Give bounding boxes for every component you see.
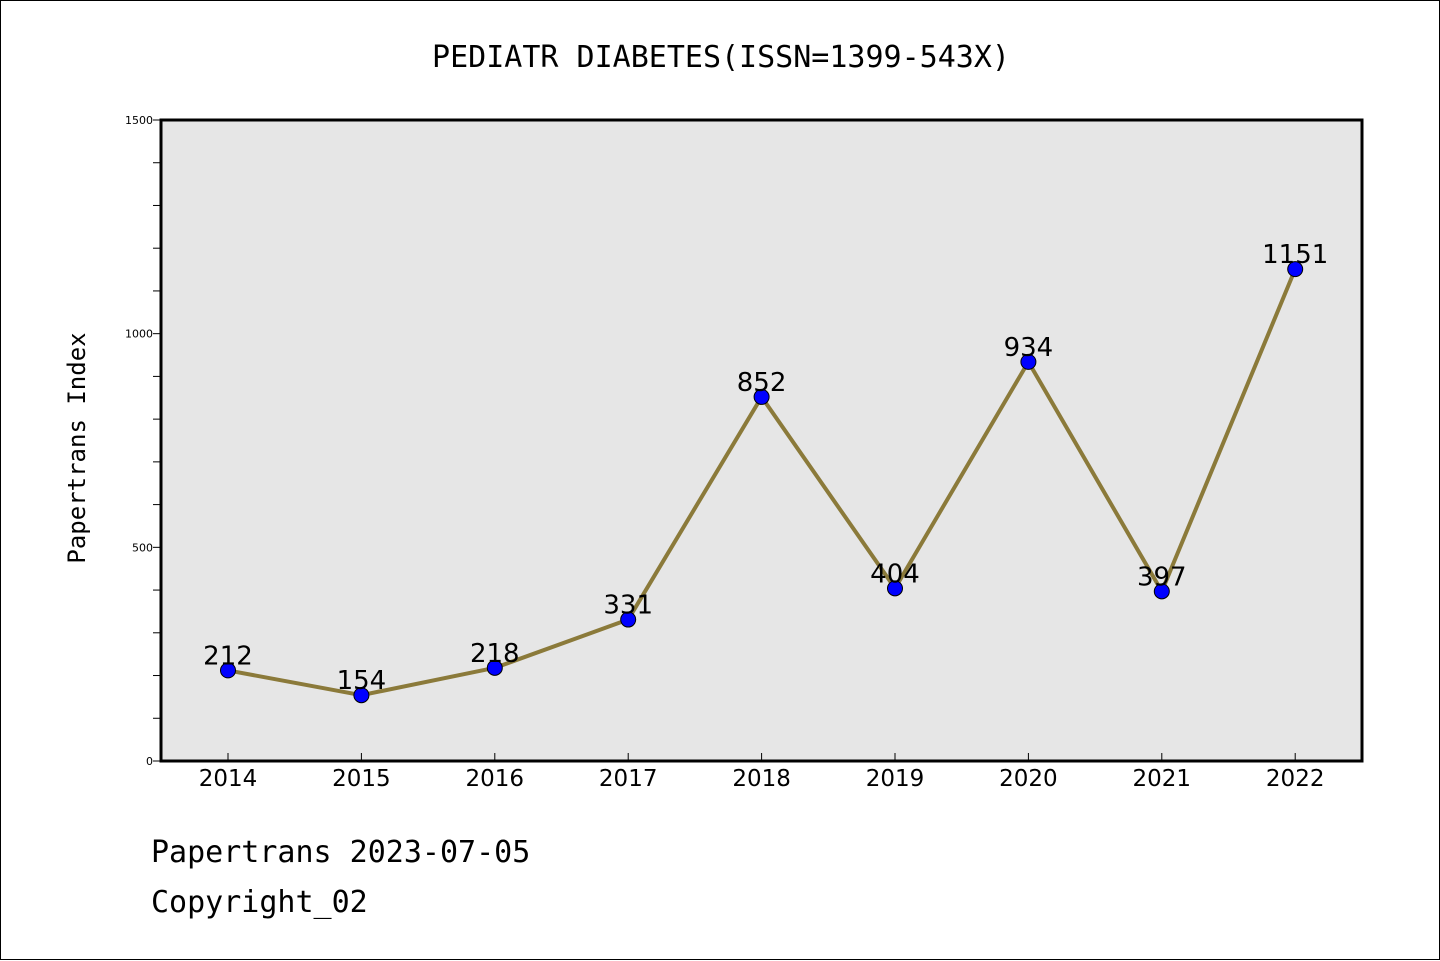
data-point-marker xyxy=(620,611,637,628)
x-tick-label: 2020 xyxy=(999,766,1058,792)
data-point-marker xyxy=(887,580,903,597)
series-layer: 212 154 218 331 852 404 934 397 1151 xyxy=(203,240,1328,704)
x-tick-label: 2022 xyxy=(1266,766,1325,792)
y-tick-label: 500 xyxy=(132,541,153,554)
data-label: 154 xyxy=(337,666,387,696)
data-label: 218 xyxy=(470,639,520,669)
data-label: 852 xyxy=(737,368,787,398)
footer-date-text: Papertrans 2023-07-05 xyxy=(151,835,531,870)
axis-ticks: 0 500 1000 1500 2014 2015 2016 2017 2018 2019 2020… xyxy=(125,114,1324,792)
y-tick-label: 1500 xyxy=(125,114,153,127)
footer-copyright-text: Copyright_02 xyxy=(151,885,368,920)
x-tick-label: 2015 xyxy=(332,766,391,792)
data-point-marker xyxy=(353,687,370,704)
data-point-marker xyxy=(1020,353,1037,370)
data-point-marker xyxy=(486,659,503,676)
data-label: 404 xyxy=(870,559,920,589)
y-tick-label: 1000 xyxy=(125,328,153,341)
x-tick-label: 2018 xyxy=(732,766,791,792)
x-tick-label: 2014 xyxy=(199,766,258,792)
x-tick-label: 2021 xyxy=(1133,766,1192,792)
plot-border xyxy=(159,118,1364,763)
y-axis-label: Papertrans Index xyxy=(63,332,91,563)
y-tick-label: 0 xyxy=(146,755,153,768)
plot-area xyxy=(161,120,1362,761)
data-label: 934 xyxy=(1004,333,1054,363)
data-point-marker xyxy=(1153,583,1170,600)
data-label: 1151 xyxy=(1262,240,1328,270)
x-tick-label: 2019 xyxy=(866,766,925,792)
x-tick-label: 2016 xyxy=(466,766,525,792)
data-label: 331 xyxy=(603,591,653,621)
data-label: 212 xyxy=(203,641,253,671)
chart-title: PEDIATR DIABETES(ISSN=1399-543X) xyxy=(432,40,1010,75)
data-point-marker xyxy=(220,662,236,679)
x-tick-label: 2017 xyxy=(599,766,658,792)
data-point-marker xyxy=(1287,261,1304,278)
data-point-marker xyxy=(753,388,770,405)
data-label: 397 xyxy=(1137,562,1187,592)
